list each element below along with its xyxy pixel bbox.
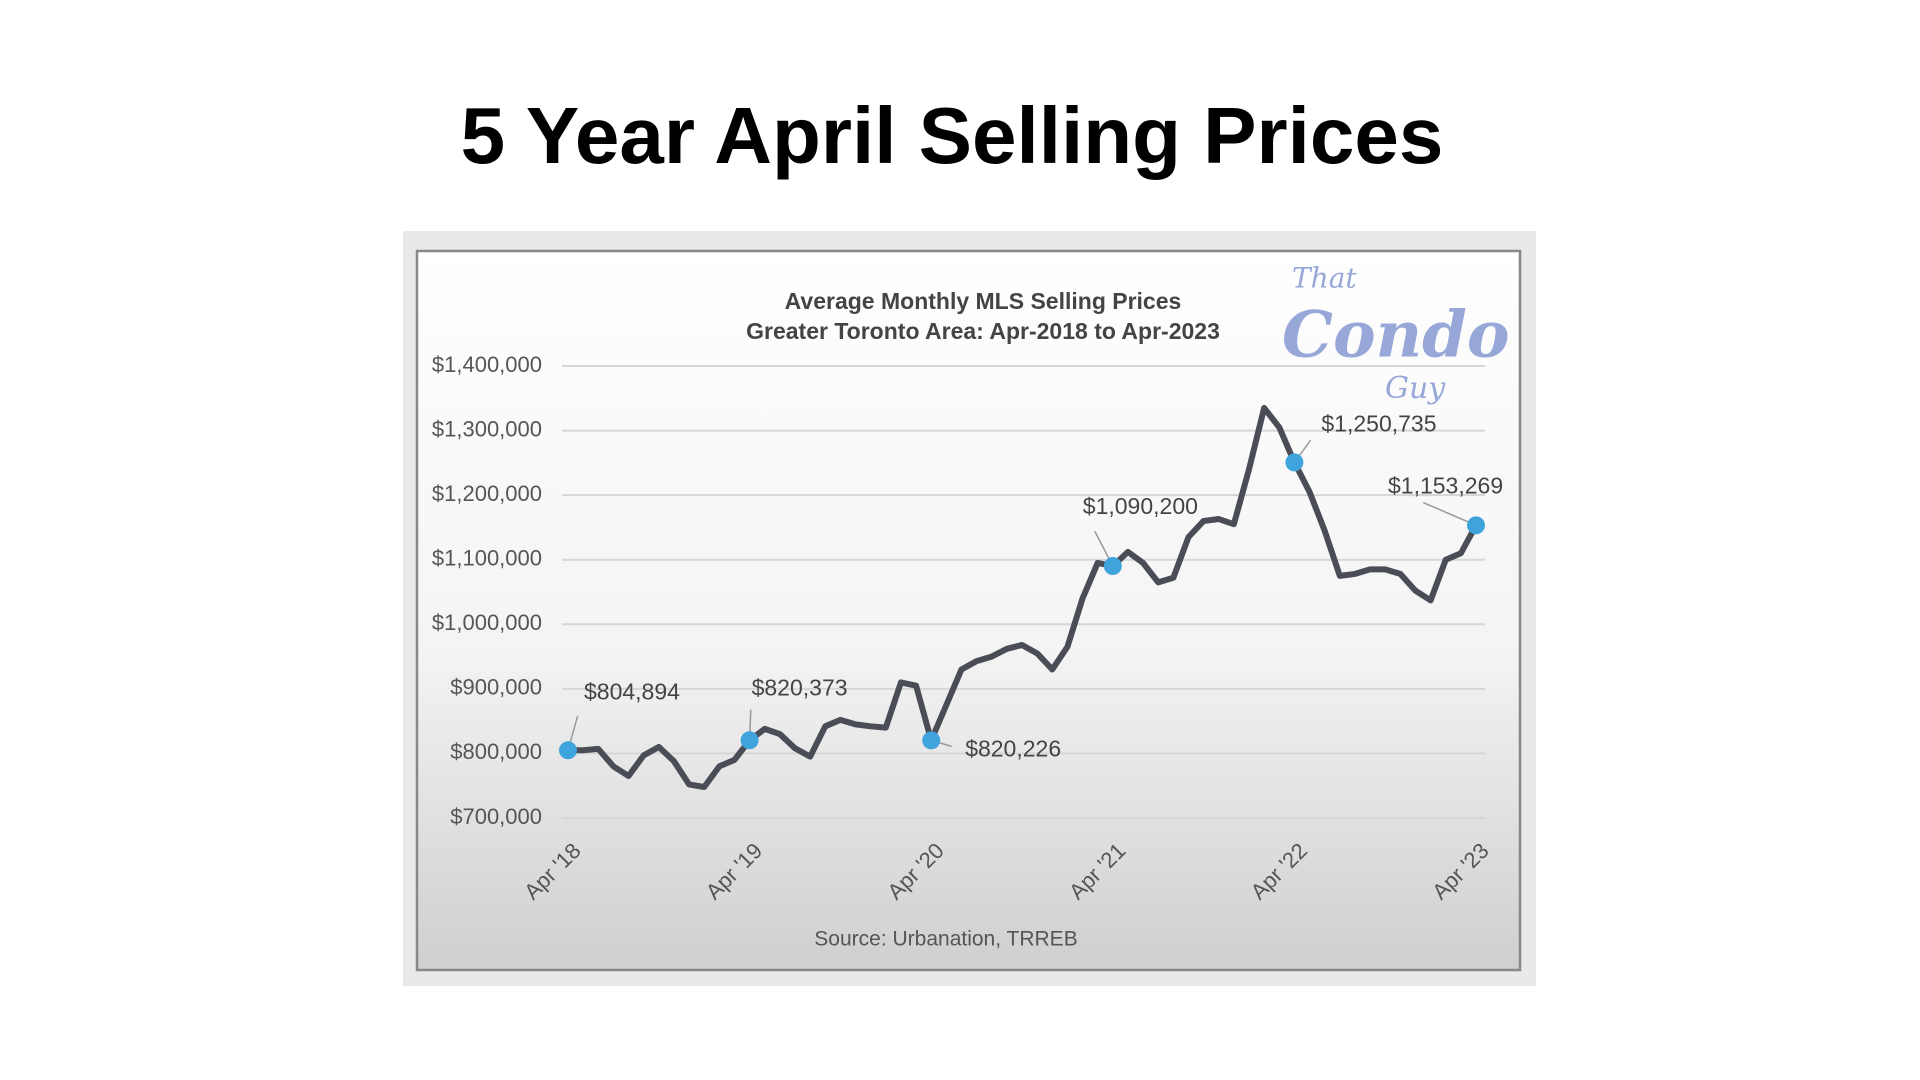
- y-tick-label: $900,000: [450, 675, 542, 700]
- logo: That Condo Guy: [1282, 262, 1510, 407]
- logo-text: That: [1292, 262, 1357, 295]
- point-marker: [740, 731, 759, 750]
- leader-line: [1422, 501, 1477, 527]
- data-label: $820,373: [752, 674, 848, 700]
- y-tick-label: $1,400,000: [432, 352, 542, 377]
- chart-subtitle: Greater Toronto Area: Apr-2018 to Apr-20…: [746, 318, 1220, 344]
- logo-text: Condo: [1282, 298, 1510, 373]
- data-label: $1,153,269: [1388, 472, 1503, 498]
- data-label: $1,250,735: [1321, 410, 1436, 436]
- point-marker: [1103, 557, 1122, 576]
- source: Source: Urbanation, TRREB: [814, 928, 1077, 951]
- price-line: [567, 404, 1479, 791]
- y-tick-label: $700,000: [450, 804, 542, 829]
- y-tick-label: $1,200,000: [432, 481, 542, 506]
- point-marker: [922, 731, 941, 750]
- data-label: $1,090,200: [1083, 493, 1198, 519]
- chart-title: Average Monthly MLS Selling Prices: [785, 288, 1182, 314]
- y-tick-label: $1,000,000: [432, 610, 542, 635]
- point-marker: [1285, 453, 1304, 472]
- logo-text: Guy: [1385, 371, 1446, 406]
- point-marker: [1467, 516, 1485, 535]
- y-tick-label: $800,000: [450, 739, 542, 764]
- chart-frame: [415, 249, 1522, 972]
- data-label: $804,894: [584, 678, 680, 704]
- y-tick-label: $1,100,000: [432, 546, 542, 571]
- point-marker: [559, 741, 577, 760]
- y-tick-label: $1,300,000: [432, 416, 542, 441]
- data-label: $820,226: [965, 735, 1061, 761]
- slide-title: 5 Year April Selling Prices: [461, 91, 1444, 180]
